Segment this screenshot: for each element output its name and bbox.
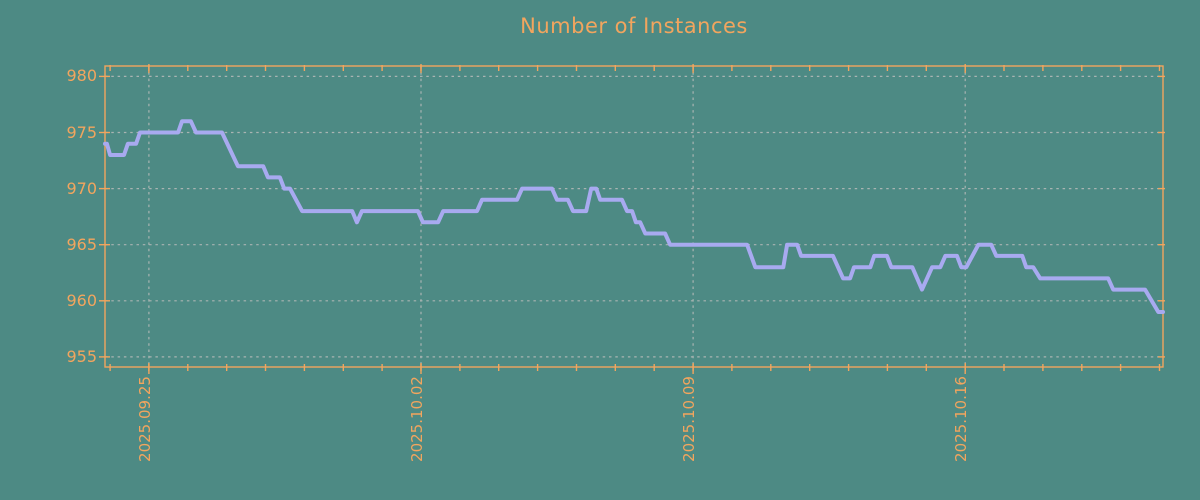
- y-tick-label: 980: [66, 66, 97, 85]
- y-tick-label: 970: [66, 179, 97, 198]
- y-tick-label: 960: [66, 291, 97, 310]
- x-tick-label: 2025.10.16: [952, 376, 970, 462]
- axis-ticks: [99, 64, 1165, 374]
- plot-border: [104, 65, 1164, 368]
- data-line: [103, 119, 1165, 314]
- chart-title: Number of Instances: [520, 14, 748, 38]
- y-tick-label: 955: [66, 347, 97, 366]
- x-tick-label: 2025.10.09: [680, 376, 698, 462]
- x-tick-label: 2025.09.25: [136, 376, 154, 462]
- y-tick-label: 965: [66, 235, 97, 254]
- y-tick-label: 975: [66, 123, 97, 142]
- x-tick-label: 2025.10.02: [408, 376, 426, 462]
